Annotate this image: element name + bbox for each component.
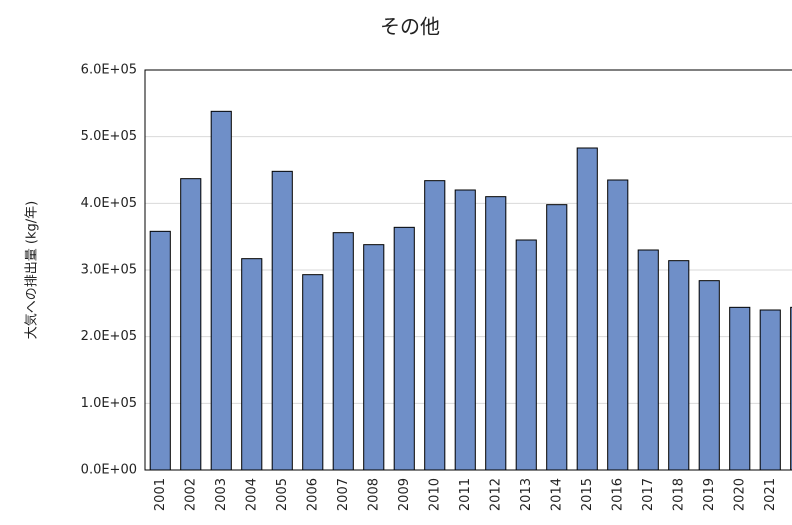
x-tick-label: 2009	[397, 478, 412, 511]
bar	[302, 274, 324, 471]
x-tick-label: 2015	[580, 478, 595, 511]
x-tick-label: 2016	[610, 478, 625, 511]
x-tick-label: 2010	[427, 478, 442, 511]
bar	[790, 306, 792, 471]
plot-border	[144, 69, 792, 471]
x-tick-label: 2019	[702, 478, 717, 511]
x-tick-label: 2002	[183, 478, 198, 511]
x-tick-label: 2020	[732, 478, 747, 511]
x-tick-label: 2001	[153, 478, 168, 511]
y-tick-label: 1.0E+05	[81, 396, 137, 411]
bar	[485, 196, 507, 471]
x-tick-label: 2008	[366, 478, 381, 511]
x-tick-label: 2021	[763, 478, 778, 511]
bar	[241, 258, 263, 471]
bar	[180, 178, 202, 471]
bar	[607, 179, 629, 471]
bar	[210, 110, 232, 471]
x-tick-label: 2005	[275, 478, 290, 511]
x-tick-label: 2006	[305, 478, 320, 511]
y-axis-label: 大気への排出量 (kg/年)	[24, 201, 40, 339]
x-tick-label: 2014	[549, 478, 564, 511]
x-tick-label: 2003	[214, 478, 229, 511]
x-tick-label: 2018	[671, 478, 686, 511]
bar	[424, 180, 446, 471]
bar	[515, 239, 537, 471]
bar	[698, 280, 720, 471]
bar	[729, 306, 751, 471]
y-tick-label: 5.0E+05	[81, 129, 137, 144]
x-tick-label: 2012	[488, 478, 503, 511]
chart-title: その他	[380, 15, 440, 39]
bar	[393, 226, 415, 471]
y-tick-label: 0.0E+00	[81, 463, 137, 478]
bar	[454, 189, 476, 471]
y-tick-label: 2.0E+05	[81, 329, 137, 344]
bar	[271, 170, 293, 471]
bar	[363, 244, 385, 471]
bar	[637, 249, 659, 471]
bar	[332, 232, 354, 471]
x-tick-label: 2004	[244, 478, 259, 511]
bar	[576, 147, 598, 471]
y-tick-label: 4.0E+05	[81, 196, 137, 211]
bar	[668, 260, 690, 471]
x-tick-label: 2007	[336, 478, 351, 511]
bar	[546, 204, 568, 471]
x-tick-label: 2011	[458, 478, 473, 511]
x-tick-label: 2017	[641, 478, 656, 511]
y-tick-label: 3.0E+05	[81, 263, 137, 278]
y-tick-label: 6.0E+05	[81, 63, 137, 78]
bar	[149, 230, 171, 471]
x-tick-label: 2013	[519, 478, 534, 511]
bar	[759, 309, 781, 471]
